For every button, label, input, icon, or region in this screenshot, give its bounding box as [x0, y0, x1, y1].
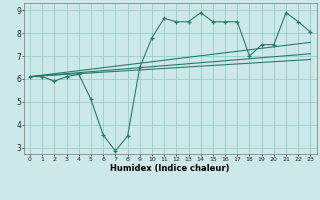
X-axis label: Humidex (Indice chaleur): Humidex (Indice chaleur) — [110, 164, 230, 173]
